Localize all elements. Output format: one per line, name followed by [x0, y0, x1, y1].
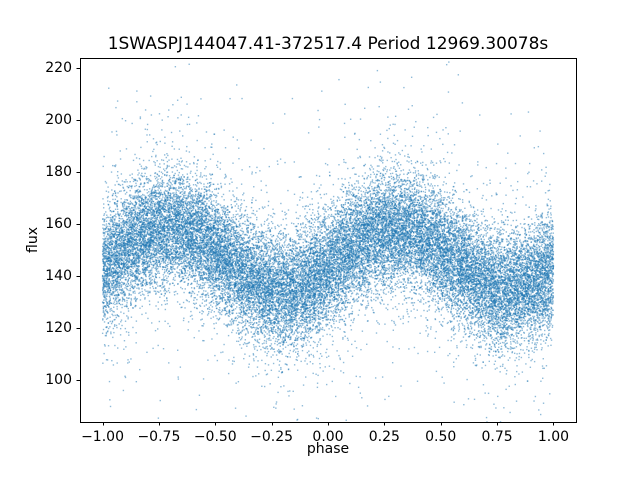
y-tick-label: 180 [45, 164, 72, 181]
chart-title: 1SWASPJ144047.41-372517.4 Period 12969.3… [107, 34, 549, 54]
x-tick-label: 0.00 [312, 428, 344, 445]
x-tick-label: 1.00 [537, 428, 570, 445]
y-tick-label: 140 [45, 268, 72, 285]
x-axis-label: phase [306, 441, 350, 457]
y-tick-label: 120 [45, 320, 72, 337]
x-tick-label: −0.75 [137, 428, 181, 445]
x-tick-label: −0.25 [250, 428, 294, 445]
x-tick-label: 0.75 [481, 428, 513, 445]
y-tick-label: 160 [45, 216, 72, 233]
x-tick-label: 0.25 [368, 428, 400, 445]
y-tick-label: 100 [45, 372, 72, 389]
x-tick-label: −0.50 [193, 428, 237, 445]
y-tick-label: 220 [45, 60, 72, 77]
x-tick-label: −1.00 [81, 428, 124, 445]
x-tick-label: 0.50 [425, 428, 457, 445]
y-tick-label: 200 [45, 112, 72, 129]
